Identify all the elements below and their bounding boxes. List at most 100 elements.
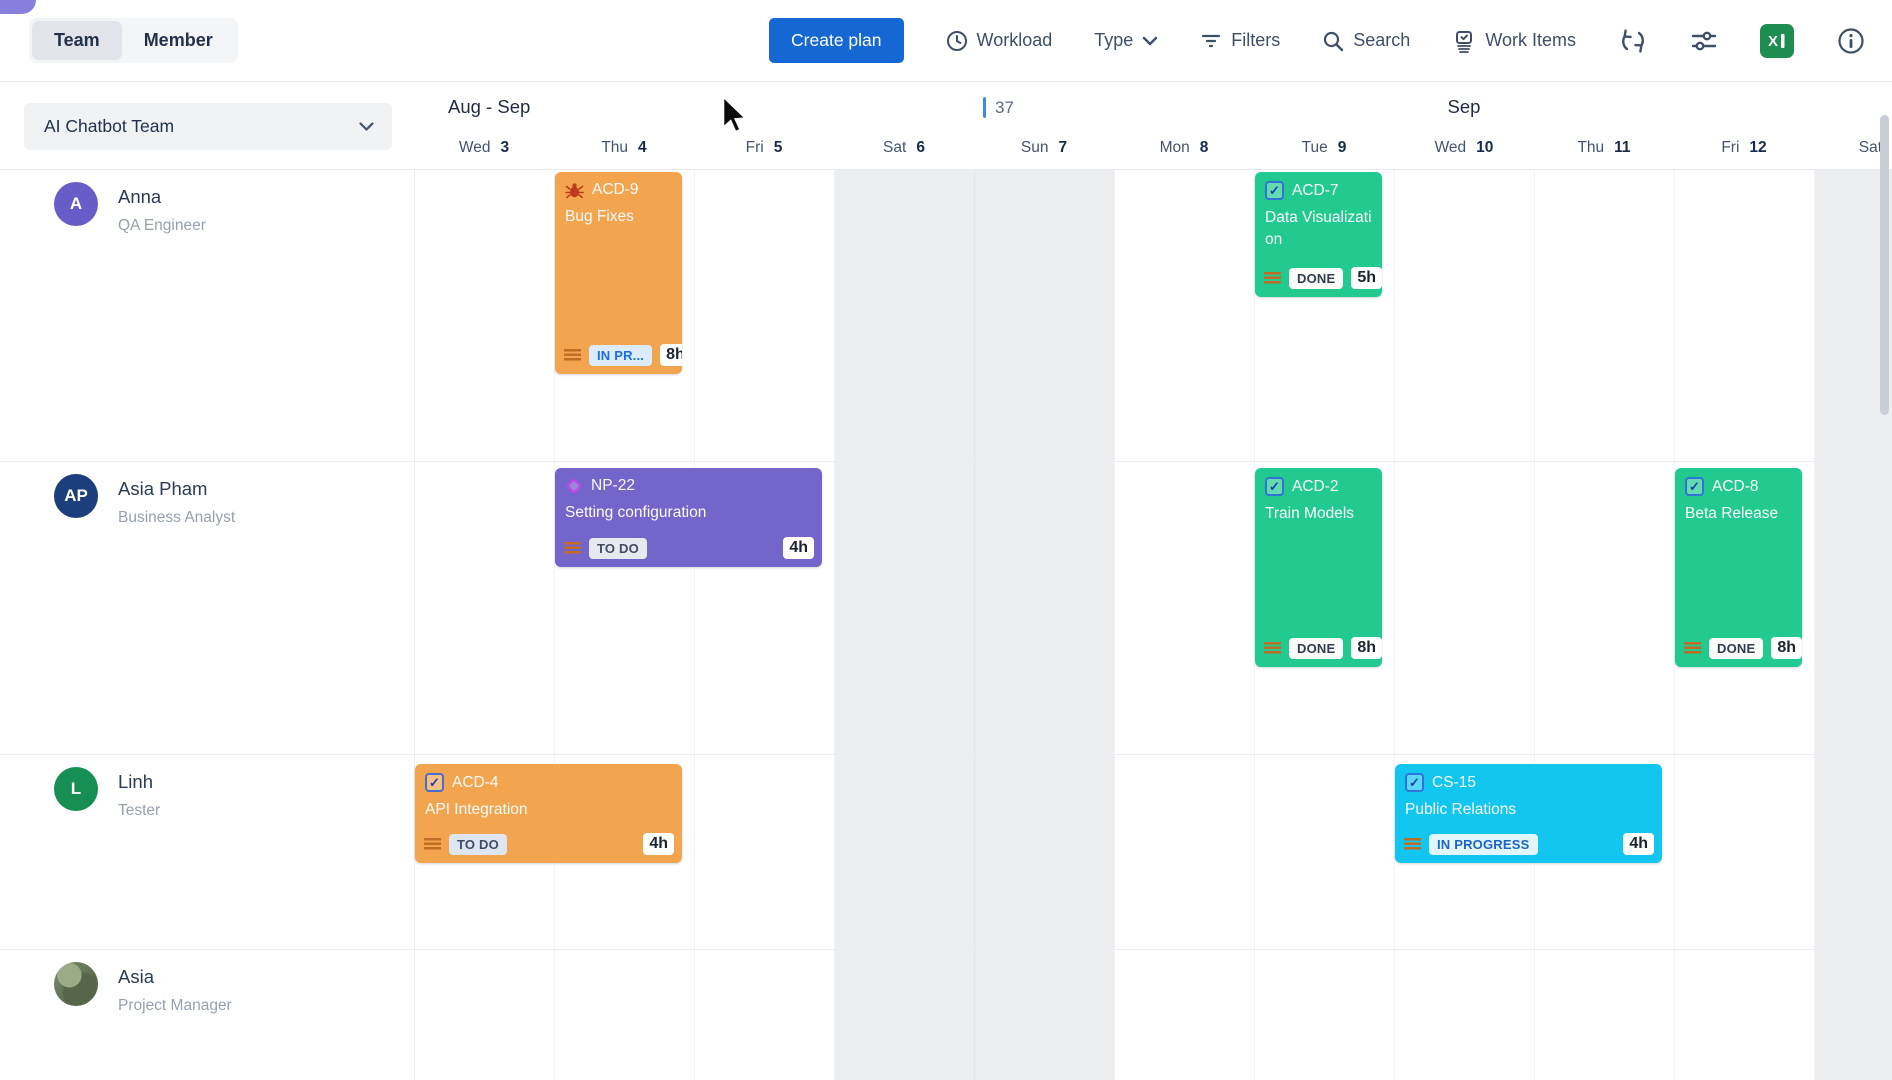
type-dropdown[interactable]: Type [1094,30,1158,51]
day-header-row: Wed 3 Thu 4 Fri 5 Sat 6 Sun 7 Mon 8 Tue 9 Wed 10… [0,130,1892,169]
estimate-hours: 8h [660,344,682,366]
estimate-hours: 8h [1771,637,1802,659]
task-key: ACD-8 [1712,477,1759,495]
task-card-cs-15[interactable]: ✓ CS-15 Public Relations IN PROGRESS 4h [1395,764,1662,863]
task-key: ACD-2 [1292,477,1339,495]
description-lines-icon [1684,642,1701,654]
task-title: Train Models [1265,505,1355,522]
info-icon[interactable] [1836,26,1866,56]
day-header-mon-8: Mon 8 [1159,139,1209,156]
status-badge: IN PR... [589,344,653,366]
member-cell-linh[interactable]: L Linh Tester [0,755,414,949]
task-title: API Integration [425,801,528,818]
column-line [1254,170,1255,1080]
avatar: AP [54,474,98,518]
checkbox-icon: ✓ [1265,181,1284,200]
view-toggle-team[interactable]: Team [32,21,122,60]
column-line [974,170,975,1080]
avatar: A [54,182,98,226]
task-card-acd-7[interactable]: ✓ ACD-7 Data Visualization DONE 5h [1255,172,1382,297]
task-card-acd-4[interactable]: ✓ ACD-4 API Integration TO DO 4h [415,764,682,863]
checkbox-icon: ✓ [1265,477,1284,496]
description-lines-icon [424,838,441,850]
month-label: Sep [1447,96,1481,117]
column-line [1674,170,1675,1080]
column-line [1114,170,1115,1080]
column-line [554,170,555,1080]
column-line [834,170,835,1080]
checkbox-icon: ✓ [1685,477,1704,496]
week-number-marker: 37 [983,97,1014,118]
view-toggle: Team Member [29,18,238,63]
task-key: ACD-7 [1292,181,1339,199]
description-lines-icon [1264,272,1281,284]
status-badge: DONE [1709,637,1764,659]
checkbox-icon: ✓ [1405,773,1424,792]
checkbox-icon: ✓ [1265,477,1284,496]
status-badge: IN PROGRESS [1429,833,1538,855]
day-header-fri-12: Fri 12 [1721,139,1767,156]
day-header-thu-4: Thu 4 [601,139,647,156]
day-header-wed-10: Wed 10 [1434,139,1494,156]
member-cell-asia-pham[interactable]: AP Asia Pham Business Analyst [0,462,414,754]
task-title: Setting configuration [565,504,707,521]
checkbox-icon: ✓ [1405,773,1424,792]
top-toolbar: Team Member Create plan Workload Type [0,0,1892,82]
status-badge: DONE [1289,637,1344,659]
status-badge: TO DO [449,833,507,855]
calendar-header: AI Chatbot Team Aug - Sep 37 Sep Wed 3 Th… [0,82,1892,170]
filter-icon [1200,32,1222,50]
avatar-photo [54,962,98,1006]
task-title: Bug Fixes [565,208,634,225]
description-lines-icon [564,349,581,361]
task-card-acd-2[interactable]: ✓ ACD-2 Train Models DONE 8h [1255,468,1382,667]
workload-button[interactable]: Workload [946,30,1052,52]
checkbox-icon: ✓ [1685,477,1704,496]
checkbox-icon: ✓ [1265,181,1284,200]
svg-text:X: X [1768,33,1778,50]
task-key: CS-15 [1432,773,1476,791]
task-card-acd-8[interactable]: ✓ ACD-8 Beta Release DONE 8h [1675,468,1802,667]
column-line [1534,170,1535,1080]
view-toggle-member[interactable]: Member [122,21,235,60]
day-header-tue-9: Tue 9 [1301,139,1347,156]
bug-icon [565,182,584,199]
chevron-down-icon [359,118,374,136]
clock-icon [946,30,968,52]
member-role: Tester [118,802,161,819]
sidebar-divider [414,170,415,1080]
task-key: ACD-9 [592,181,639,198]
create-plan-button[interactable]: Create plan [769,18,904,63]
settings-sliders-icon[interactable] [1690,29,1718,53]
search-button[interactable]: Search [1322,30,1410,52]
column-line [1814,170,1815,1080]
task-card-acd-9[interactable]: ACD-9 Bug Fixes IN PR... 8h [555,172,682,374]
schedule-grid: A Anna QA Engineer AP Asia Pham Business… [0,170,1892,1080]
member-row: Asia Project Manager [0,950,1892,1080]
team-selector[interactable]: AI Chatbot Team [24,103,392,150]
task-key: NP-22 [591,477,635,494]
member-name: Asia Pham [118,478,208,499]
checkbox-icon: ✓ [425,773,444,792]
story-diamond-icon [565,477,583,495]
task-card-np-22[interactable]: NP-22 Setting configuration TO DO 4h [555,468,822,567]
chevron-down-icon [1142,36,1158,46]
member-name: Linh [118,771,153,792]
day-header-sat-13: Sat13 [1858,139,1882,156]
vertical-scrollbar-thumb[interactable] [1880,115,1889,415]
task-title: Public Relations [1405,801,1517,818]
work-items-icon [1452,29,1476,53]
estimate-hours: 8h [1351,637,1382,659]
filters-button[interactable]: Filters [1200,30,1280,51]
member-cell-asia[interactable]: Asia Project Manager [0,950,414,1080]
refresh-icon[interactable] [1618,26,1648,56]
day-header-sun-7: Sun 7 [1020,139,1068,156]
weekend-band [1814,170,1892,1080]
work-items-button[interactable]: Work Items [1452,29,1576,53]
member-cell-anna[interactable]: A Anna QA Engineer [0,170,414,461]
excel-export-icon[interactable]: X [1760,23,1794,58]
day-header-fri-5: Fri 5 [745,139,783,156]
task-title: Beta Release [1685,505,1779,522]
avatar: L [54,767,98,811]
